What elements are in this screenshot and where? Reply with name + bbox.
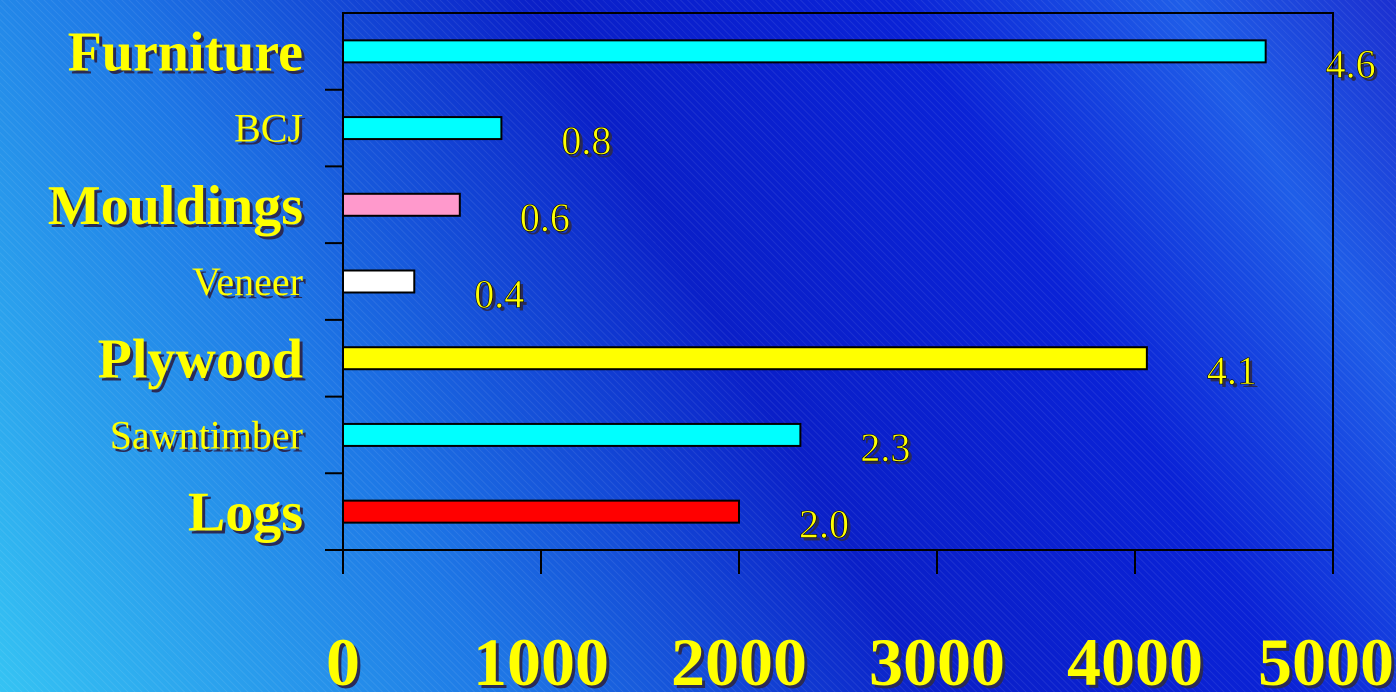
x-tick-label: 3000 [869, 624, 1005, 692]
category-label-plywood: Plywood [98, 328, 303, 390]
data-label-bcj: 0.8 [561, 118, 611, 163]
category-label-shadow: Sawntimber [113, 416, 306, 461]
data-label-shadow: 4.1 [1210, 351, 1260, 396]
category-label-sawntimber: Sawntimber [110, 413, 303, 458]
category-label-shadow: Mouldings [51, 178, 306, 240]
category-label-mouldings: Mouldings [48, 175, 303, 237]
data-label-veneer: 0.4 [474, 272, 524, 317]
x-tick-label: 4000 [1067, 624, 1203, 692]
data-label-shadow: 0.8 [564, 121, 614, 166]
bar-veneer [342, 269, 416, 294]
x-tick-label-shadow: 5000 [1261, 627, 1396, 692]
x-tick-label-shadow: 4000 [1070, 627, 1206, 692]
category-label-veneer: Veneer [192, 259, 303, 304]
bar-furniture [342, 39, 1267, 64]
x-tick-label-shadow: 1000 [476, 627, 612, 692]
category-label-bcj: BCJ [234, 106, 303, 151]
bar-plywood [342, 346, 1148, 371]
category-label-shadow: Logs [191, 485, 306, 547]
bar-sawntimber [342, 422, 802, 447]
category-label-shadow: Plywood [101, 331, 306, 393]
data-label-logs: 2.0 [799, 502, 849, 547]
data-label-shadow: 0.6 [523, 198, 573, 243]
bar-bcj [342, 116, 503, 141]
data-label-plywood: 4.1 [1207, 348, 1257, 393]
x-tick-label: 5000 [1258, 624, 1394, 692]
x-tick-label: 0 [326, 624, 360, 692]
bar-mouldings [342, 192, 461, 217]
category-label-shadow: Veneer [195, 262, 306, 307]
data-label-shadow: 2.3 [863, 428, 913, 473]
category-label-furniture: Furniture [68, 21, 303, 83]
data-label-furniture: 4.6 [1326, 41, 1376, 86]
data-label-sawntimber: 2.3 [860, 425, 910, 470]
category-label-shadow: Furniture [71, 24, 306, 86]
x-tick-label: 1000 [473, 624, 609, 692]
data-label-shadow: 4.6 [1329, 44, 1379, 89]
data-label-mouldings: 0.6 [520, 195, 570, 240]
bar-logs [342, 499, 740, 524]
data-label-shadow: 2.0 [802, 505, 852, 550]
x-tick-label: 2000 [671, 624, 807, 692]
x-tick-label-shadow: 0 [329, 627, 363, 692]
data-label-shadow: 0.4 [477, 275, 527, 320]
x-tick-label-shadow: 3000 [872, 627, 1008, 692]
category-label-shadow: BCJ [237, 109, 306, 154]
x-tick-label-shadow: 2000 [674, 627, 810, 692]
category-label-logs: Logs [188, 482, 303, 544]
